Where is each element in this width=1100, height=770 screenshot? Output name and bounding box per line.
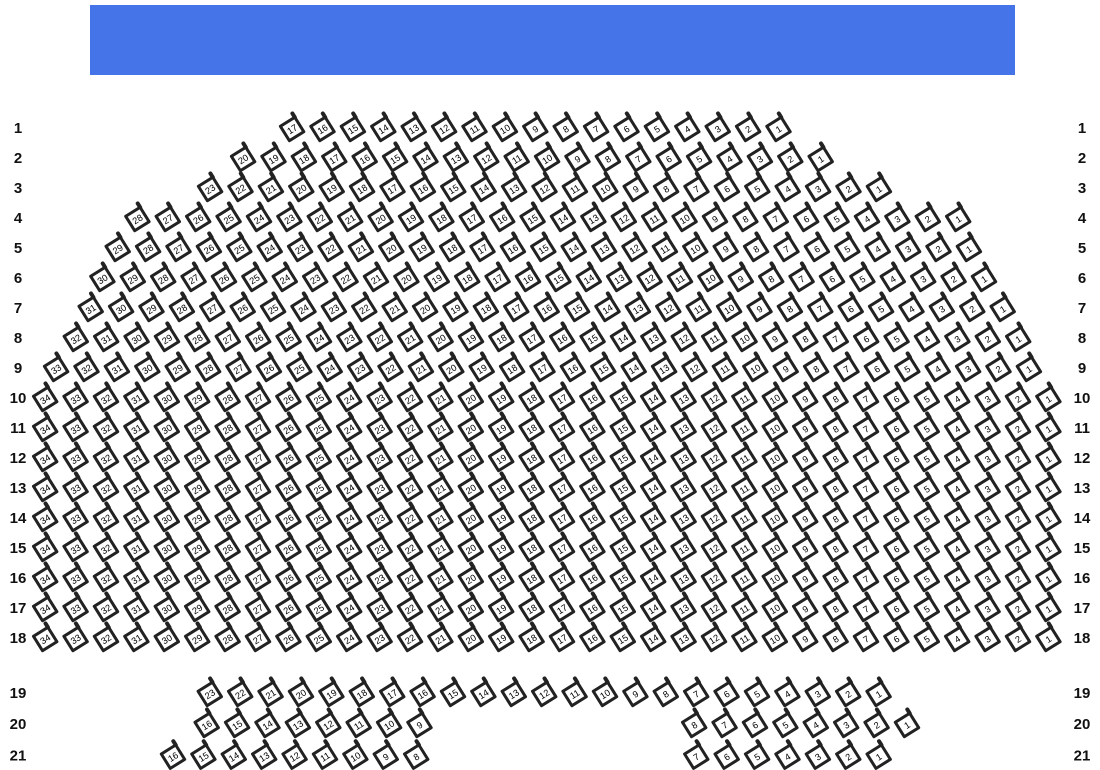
- svg-text:6: 6: [1078, 270, 1086, 287]
- svg-text:15: 15: [10, 540, 27, 557]
- svg-text:4: 4: [14, 210, 23, 227]
- svg-text:11: 11: [1074, 420, 1090, 437]
- svg-text:14: 14: [1074, 510, 1091, 527]
- svg-text:19: 19: [1074, 685, 1091, 702]
- svg-text:15: 15: [1074, 540, 1091, 557]
- svg-text:8: 8: [14, 330, 22, 347]
- svg-text:16: 16: [1074, 570, 1091, 587]
- svg-text:10: 10: [10, 390, 27, 407]
- svg-text:21: 21: [1074, 748, 1091, 765]
- svg-text:13: 13: [1074, 480, 1091, 497]
- svg-text:11: 11: [10, 420, 26, 437]
- svg-text:18: 18: [1074, 630, 1091, 647]
- svg-text:7: 7: [14, 300, 22, 317]
- svg-text:9: 9: [1078, 360, 1086, 377]
- svg-text:20: 20: [10, 716, 27, 733]
- svg-text:14: 14: [10, 510, 27, 527]
- svg-text:1: 1: [1078, 120, 1086, 137]
- svg-text:2: 2: [14, 150, 22, 167]
- svg-text:13: 13: [10, 480, 27, 497]
- svg-text:20: 20: [1074, 716, 1091, 733]
- svg-text:12: 12: [1074, 450, 1091, 467]
- svg-text:1: 1: [14, 120, 22, 137]
- svg-text:21: 21: [10, 748, 27, 765]
- svg-text:10: 10: [1074, 390, 1091, 407]
- svg-text:4: 4: [1078, 210, 1087, 227]
- svg-text:16: 16: [10, 570, 27, 587]
- svg-text:3: 3: [14, 180, 22, 197]
- svg-text:7: 7: [1078, 300, 1086, 317]
- svg-text:8: 8: [1078, 330, 1086, 347]
- svg-text:2: 2: [1078, 150, 1086, 167]
- svg-text:5: 5: [14, 240, 22, 257]
- svg-text:18: 18: [10, 630, 27, 647]
- svg-text:5: 5: [1078, 240, 1086, 257]
- svg-text:19: 19: [10, 685, 27, 702]
- svg-text:17: 17: [10, 600, 27, 617]
- svg-text:17: 17: [1074, 600, 1091, 617]
- svg-text:12: 12: [10, 450, 27, 467]
- svg-text:9: 9: [14, 360, 22, 377]
- svg-text:3: 3: [1078, 180, 1086, 197]
- svg-text:6: 6: [14, 270, 22, 287]
